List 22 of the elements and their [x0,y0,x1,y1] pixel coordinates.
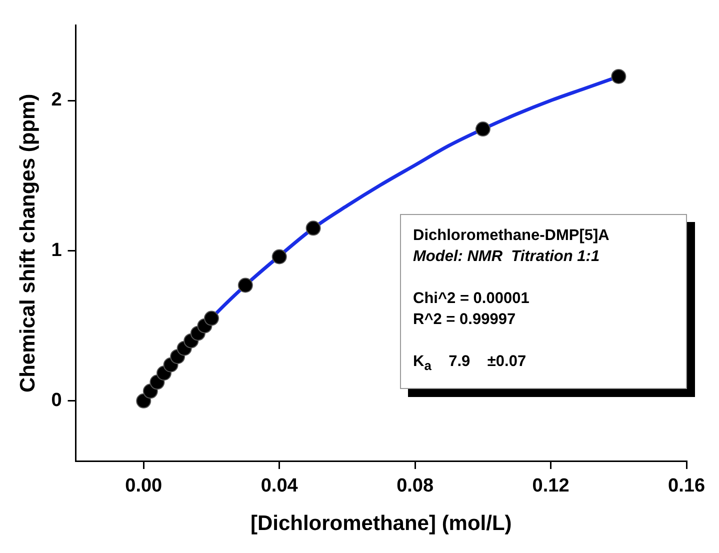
x-axis-title: [Dichloromethane] (mol/L) [250,512,512,536]
point [204,310,219,326]
x-tick-label: 0.16 [668,476,705,497]
annotation: Model: NMR Titration 1:1 [413,247,601,267]
point [475,122,490,137]
point [136,393,152,408]
y-tick-label: 1 [51,240,62,261]
x-tick-label: 0.00 [125,476,162,497]
annotation: Chi^2 = 0.00001 [413,289,530,309]
point [238,278,253,293]
y-tick-label: 0 [51,390,62,412]
annotation: Dichloromethane-DMP[5]A [413,226,610,246]
point [272,249,287,264]
point [306,220,321,236]
annotation: R^2 = 0.99997 [413,310,517,330]
x-tick-label: 0.04 [260,476,298,497]
point [611,68,626,84]
x-tick-label: 0.08 [396,476,434,497]
y-axis-title: Chemical shift changes (ppm) [16,94,40,393]
y-tick-label: 2 [51,90,62,111]
x-tick-label: 0.12 [532,476,570,497]
text: K$_{a}$ 7.9 ±0.07 [413,353,526,374]
